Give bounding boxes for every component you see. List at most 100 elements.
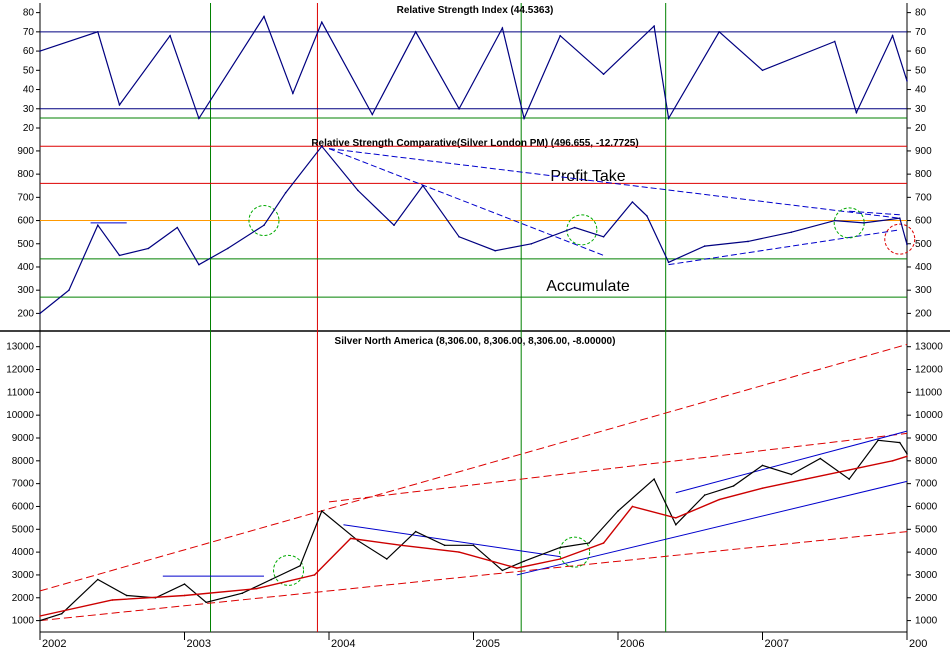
rsc-data-point [862,222,865,224]
rsi-data-point [320,21,323,24]
y-tick-label-left: 700 [17,192,34,203]
y-tick-label-right: 50 [915,65,927,76]
price-data-point [125,594,128,597]
rsc-data-point [118,254,121,257]
x-tick-label: 2005 [476,638,500,650]
y-tick-label-right: 7000 [915,479,938,490]
price-data-point [805,478,807,480]
x-tick-label: 2006 [620,638,644,650]
price-data-point [602,542,605,544]
x-tick-label: 200 [909,638,927,650]
price-data-point [458,551,460,553]
rsi-data-point [198,117,200,120]
price-data-point [631,505,634,508]
y-tick-label-left: 7000 [12,479,35,490]
y-tick-label-right: 900 [915,146,932,157]
y-tick-label-left: 9000 [12,433,35,444]
rsc-data-point [790,231,793,233]
price-data-point [400,544,403,547]
x-tick-label: 2003 [187,638,211,650]
price-data-point [675,517,677,519]
y-tick-label-left: 900 [17,146,34,157]
rsi-data-point [263,15,265,18]
y-tick-label-right: 700 [915,192,932,203]
rsc-data-point [573,226,576,229]
y-tick-label-left: 13000 [6,342,34,353]
y-tick-label-left: 50 [23,65,35,76]
rsi-data-point [523,117,525,120]
price-data-point [848,478,850,480]
y-tick-label-right: 60 [915,46,927,57]
y-tick-label-right: 8000 [915,456,938,467]
y-tick-label-right: 600 [915,216,932,227]
rsi-data-point [458,107,460,110]
price-data-point [472,544,475,547]
x-tick-label: 2007 [765,638,789,650]
rsc-data-point [667,261,670,264]
y-tick-label-right: 10000 [915,410,943,421]
price-data-point [718,498,720,501]
rsc-data-point [176,226,179,229]
rsc-data-point [39,312,41,315]
y-tick-label-left: 30 [23,104,35,115]
rsi-data-point [371,113,374,116]
price-data-point [255,587,258,590]
y-tick-label-left: 5000 [12,524,35,535]
y-tick-label-left: 400 [17,262,34,273]
rsc-data-point [646,215,648,217]
price-data-point [877,439,879,442]
rsc-data-point [458,236,460,238]
y-tick-label-left: 2000 [12,593,35,604]
price-data-point [906,453,908,455]
rsc-highlight-circle [884,223,916,255]
price-data-point [320,510,323,512]
rsc-data-point [320,145,323,148]
price-trendline [39,531,908,622]
y-tick-label-right: 30 [915,104,927,115]
rsc-data-point [422,184,424,187]
y-tick-label-right: 70 [915,27,927,38]
y-tick-label-right: 2000 [915,593,938,604]
profit-take-annotation: Profit Take [550,168,625,185]
y-tick-label-right: 800 [915,169,932,180]
price-trendline [343,524,561,558]
price-highlight-circle [273,554,305,586]
y-tick-label-left: 3000 [12,570,35,581]
x-tick-label: 2002 [42,638,66,650]
rsc-data-point [898,217,901,220]
price-data-point [653,478,655,480]
rsi-data-point [118,104,121,106]
rsi-data-point [906,80,908,82]
price-data-point [588,542,590,544]
price-data-point [559,558,561,560]
rsc-trendline [328,148,604,256]
price-data-point [906,455,908,458]
price-data-point [183,583,186,585]
price-data-point [891,460,894,462]
rsi-panel-title: Relative Strength Index (44.5363) [397,5,554,16]
price-data-point [703,494,706,496]
price-data-point [39,619,41,622]
rsc-highlight-circle [248,205,280,237]
y-tick-label-right: 400 [915,262,932,273]
price-data-point [819,457,822,460]
price-trendline [675,430,908,494]
rsc-trendline [668,229,900,266]
price-series-line-0 [39,439,908,622]
rsc-data-point [602,236,605,238]
price-data-point [761,464,764,467]
price-data-point [241,592,244,594]
y-tick-label-right: 80 [915,8,927,19]
price-data-point [559,546,561,549]
rsc-data-point [357,189,359,192]
y-tick-label-right: 4000 [915,547,938,558]
rsc-data-point [147,247,150,250]
y-tick-label-left: 4000 [12,547,35,558]
price-data-point [183,594,186,597]
y-tick-label-left: 300 [17,285,34,296]
rsc-data-point [393,224,395,226]
y-tick-label-left: 80 [23,8,35,19]
y-tick-label-left: 500 [17,239,34,250]
price-panel: Silver North America (8,306.00, 8,306.00… [6,336,943,650]
